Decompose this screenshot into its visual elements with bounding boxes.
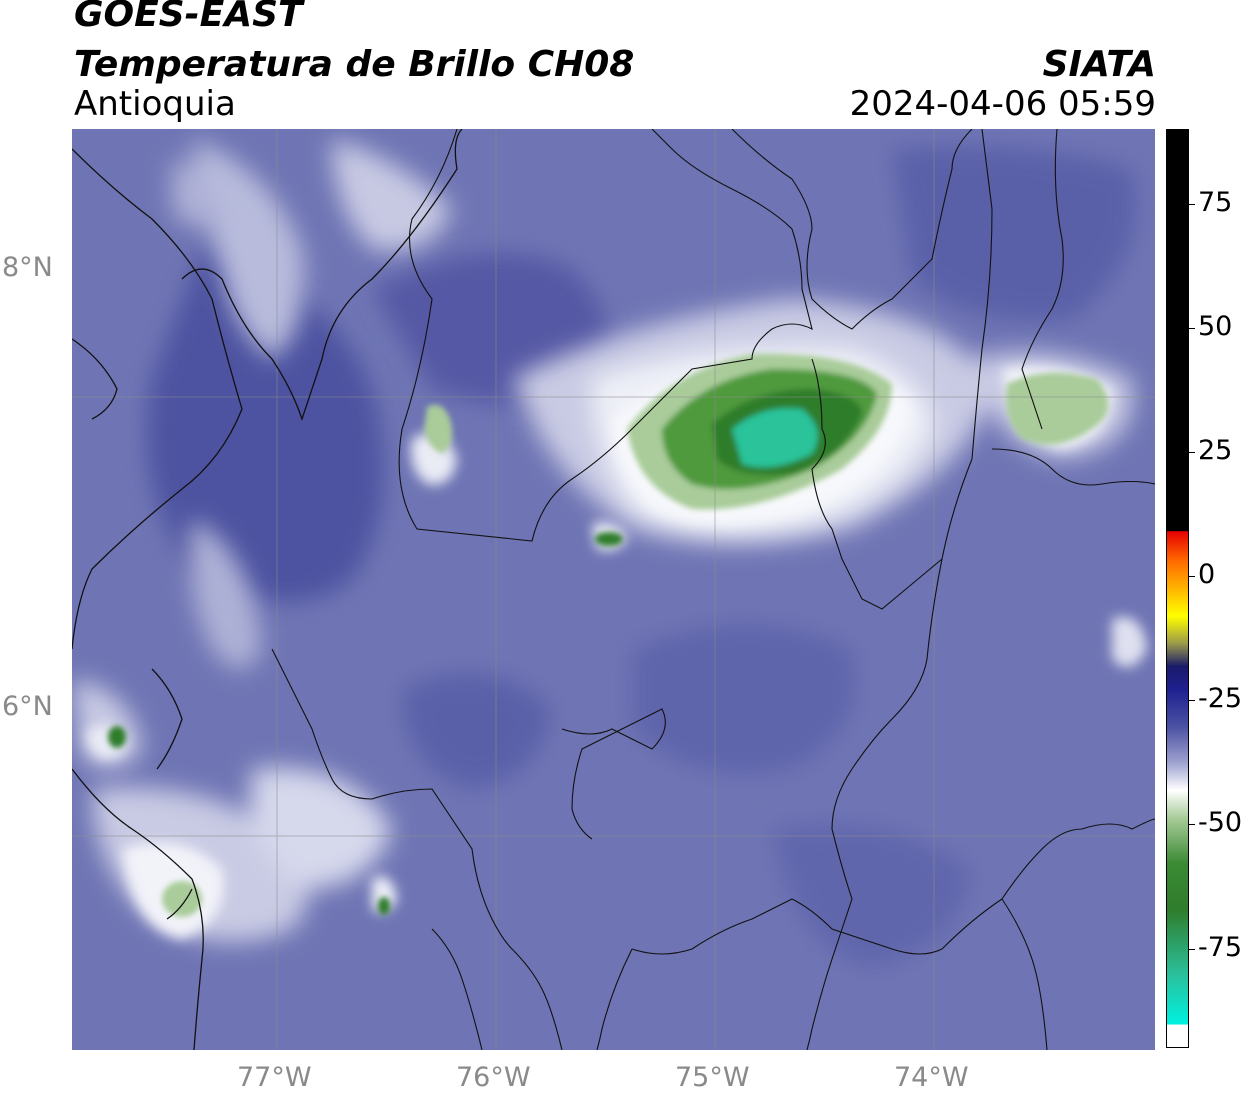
colorbar-tick-label: -50 bbox=[1198, 807, 1243, 839]
colorbar-tick-label: 25 bbox=[1198, 434, 1233, 466]
colorbar-tick-mark bbox=[1189, 576, 1195, 578]
datetime-title: 2024-04-06 05:59 bbox=[849, 84, 1156, 124]
colorbar-tick-label: 0 bbox=[1198, 559, 1216, 591]
colorbar-tick-label: 75 bbox=[1198, 186, 1233, 218]
colorbar-gradient bbox=[1167, 130, 1188, 1047]
colorbar-tick-label: 50 bbox=[1198, 310, 1233, 342]
satellite-title: GOES-EAST bbox=[74, 0, 303, 35]
cloud-top-east-cell bbox=[1006, 372, 1109, 445]
satellite-map bbox=[72, 129, 1155, 1050]
cloud-top-core-antioquia-north bbox=[627, 353, 892, 510]
lon-label-77w: 77°W bbox=[237, 1062, 312, 1093]
organization-title: SIATA bbox=[1042, 44, 1156, 85]
colorbar-tick-label: -25 bbox=[1198, 683, 1243, 715]
map-canvas bbox=[72, 129, 1155, 1050]
lon-label-74w: 74°W bbox=[894, 1062, 969, 1093]
lat-label-8n: 8°N bbox=[2, 252, 53, 283]
cloud-top-west-cell bbox=[424, 404, 453, 454]
colorbar bbox=[1166, 129, 1189, 1048]
product-title: Temperatura de Brillo CH08 bbox=[74, 44, 635, 85]
colorbar-tick-mark bbox=[1189, 203, 1195, 205]
coastline bbox=[72, 129, 463, 1050]
lon-label-75w: 75°W bbox=[675, 1062, 750, 1093]
department-borders bbox=[271, 129, 1155, 1050]
lon-label-76w: 76°W bbox=[456, 1062, 531, 1093]
colorbar-tick-mark bbox=[1189, 824, 1195, 826]
colorbar-tick-mark bbox=[1189, 700, 1195, 702]
cold-free-regions bbox=[147, 146, 1136, 969]
colorbar-tick-mark bbox=[1189, 451, 1195, 453]
colorbar-tick-mark bbox=[1189, 948, 1195, 950]
lat-label-6n: 6°N bbox=[2, 691, 53, 722]
region-title: Antioquia bbox=[74, 84, 236, 124]
graticule bbox=[72, 129, 1155, 1050]
colorbar-tick-mark bbox=[1189, 327, 1195, 329]
cirrus-northwest bbox=[172, 139, 452, 669]
colorbar-tick-label: -75 bbox=[1198, 931, 1243, 963]
